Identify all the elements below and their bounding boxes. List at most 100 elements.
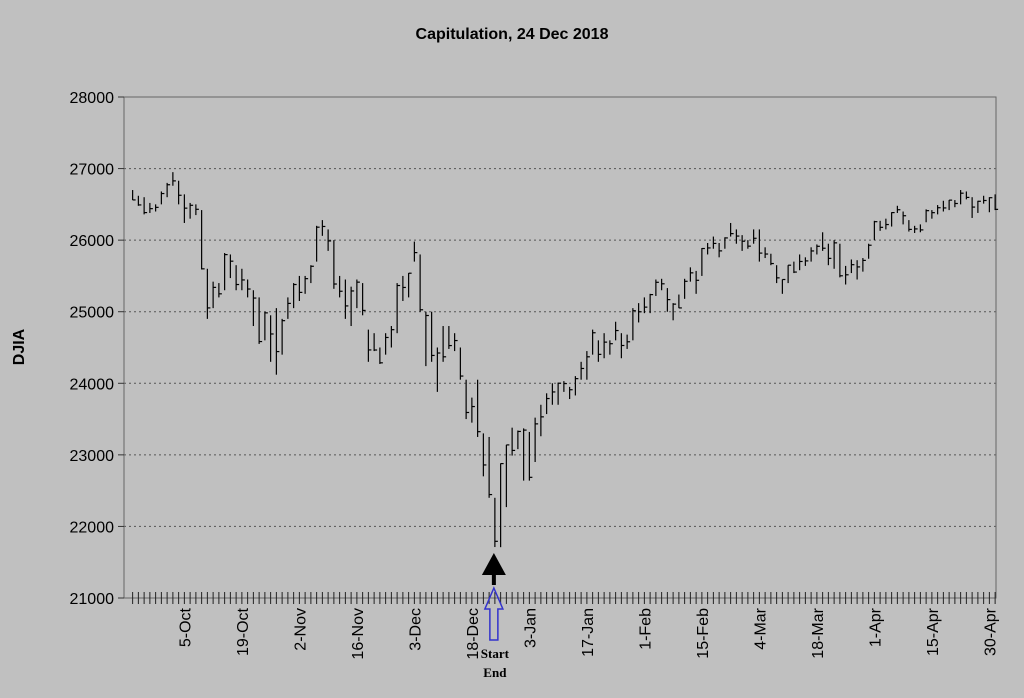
price-bar xyxy=(735,229,740,244)
x-tick-label: 1-Apr xyxy=(867,607,884,647)
price-bar xyxy=(293,283,297,309)
x-tick-label: 2-Nov xyxy=(292,608,309,651)
price-bar xyxy=(270,315,274,362)
price-bar xyxy=(684,278,688,299)
price-bar xyxy=(402,275,406,301)
price-bar xyxy=(988,197,993,213)
price-bar xyxy=(661,278,665,291)
price-bar xyxy=(770,253,774,266)
price-bar xyxy=(597,340,602,362)
price-bar xyxy=(327,229,332,251)
price-bar xyxy=(724,237,728,249)
x-tick-label: 19-Oct xyxy=(235,607,252,656)
price-bar xyxy=(356,279,360,309)
plot-frame xyxy=(123,96,997,599)
price-bar xyxy=(235,265,240,291)
price-bar xyxy=(960,190,964,205)
price-bar xyxy=(212,281,217,309)
price-bar xyxy=(758,229,763,262)
price-bar xyxy=(287,297,291,319)
price-bar xyxy=(189,202,194,219)
price-bar xyxy=(517,430,521,450)
price-bar xyxy=(695,270,700,294)
price-bar xyxy=(247,279,251,298)
price-bar xyxy=(672,303,677,321)
price-bar xyxy=(712,236,717,249)
price-bar xyxy=(339,275,343,298)
price-bar xyxy=(385,333,389,355)
price-bar xyxy=(638,303,642,323)
x-tick-label: 15-Apr xyxy=(925,607,942,656)
price-bar xyxy=(281,318,286,355)
price-bar xyxy=(655,279,659,296)
price-bar xyxy=(534,417,539,463)
price-bar xyxy=(827,243,832,266)
price-bar xyxy=(793,261,797,274)
price-bar xyxy=(379,347,383,364)
price-bar xyxy=(914,225,918,233)
price-bar xyxy=(741,235,746,251)
price-bar xyxy=(862,258,866,272)
price-bar xyxy=(850,259,855,274)
price-bar xyxy=(275,308,280,375)
price-bar xyxy=(810,247,815,262)
price-bar xyxy=(160,191,165,205)
price-bar xyxy=(494,497,498,548)
price-bar xyxy=(511,427,516,456)
price-bar xyxy=(178,180,182,205)
y-tick-labels: 21000 22000 23000 24000 25000 26000 27000 28000 xyxy=(70,90,124,608)
price-bar xyxy=(603,333,608,359)
price-bar xyxy=(804,257,809,266)
price-bar xyxy=(586,351,590,380)
price-bar xyxy=(879,220,884,231)
price-bar xyxy=(776,265,780,284)
y-tick-label: 24000 xyxy=(70,376,115,393)
price-bar xyxy=(632,308,636,341)
price-bar xyxy=(229,254,234,279)
price-bar xyxy=(465,379,470,420)
gridlines xyxy=(124,168,996,527)
x-axis-ticks xyxy=(132,592,996,604)
price-bar xyxy=(471,397,475,423)
price-bar xyxy=(845,265,849,285)
price-bar xyxy=(362,283,366,316)
price-bar xyxy=(994,194,999,211)
price-bar xyxy=(764,247,769,259)
price-bar xyxy=(143,197,148,215)
price-bar xyxy=(166,182,171,198)
price-bar xyxy=(316,225,320,262)
y-tick-label: 27000 xyxy=(70,162,115,179)
price-bar xyxy=(839,243,843,278)
price-bar xyxy=(396,283,401,334)
price-bar xyxy=(833,240,838,269)
price-bar xyxy=(896,205,901,213)
price-bar xyxy=(528,431,533,481)
price-bar xyxy=(563,381,567,392)
price-bar xyxy=(298,275,303,301)
price-bar xyxy=(551,383,556,405)
price-bar xyxy=(902,211,907,225)
price-bar xyxy=(132,190,136,201)
start-end-arrow-icon xyxy=(483,586,505,641)
price-bar xyxy=(488,436,493,498)
end-label: End xyxy=(483,665,507,680)
y-tick-label: 23000 xyxy=(70,448,115,465)
price-bar xyxy=(649,293,654,314)
y-tick-label: 21000 xyxy=(70,591,115,608)
x-tick-label: 18-Dec xyxy=(465,608,482,660)
price-bar xyxy=(747,240,751,249)
price-bar xyxy=(431,311,435,362)
price-bar xyxy=(977,200,981,213)
price-bar xyxy=(500,462,504,548)
price-bar xyxy=(201,210,205,270)
price-bar xyxy=(730,222,734,237)
price-bar xyxy=(350,286,355,327)
capitulation-arrow-icon xyxy=(481,553,506,575)
price-bar xyxy=(183,194,188,223)
price-bar xyxy=(873,220,878,241)
price-bar xyxy=(482,433,487,477)
price-bar xyxy=(569,386,573,400)
x-tick-label: 4-Mar xyxy=(752,607,769,649)
